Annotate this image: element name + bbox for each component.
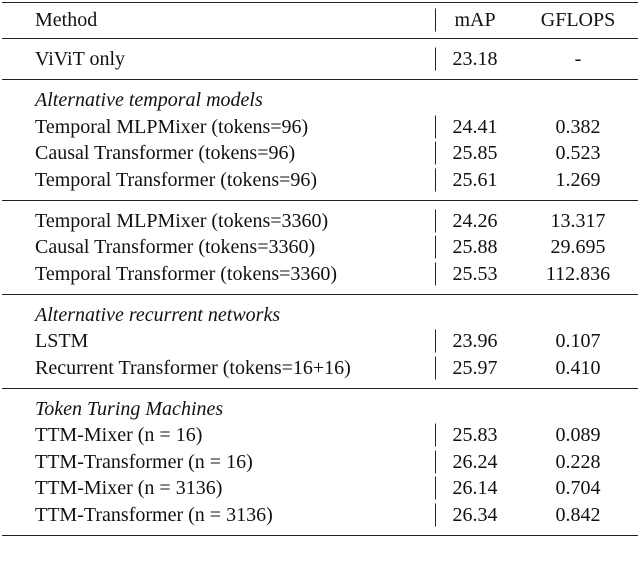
cell-map: 24.41 [452,115,498,138]
cell-method: ViViT only [35,48,126,70]
cell-map: 24.26 [452,209,498,232]
header-rule [2,38,638,40]
cell-map: 26.34 [452,503,498,526]
column-divider [435,503,437,526]
cell-method: Temporal Transformer (tokens=3360) [35,262,338,285]
cell-gflops: 0.523 [555,142,601,164]
column-divider [435,476,437,500]
cell-map: 25.61 [452,168,498,191]
section-title: Alternative recurrent networks [35,303,281,326]
section-rule [2,534,638,536]
cell-method: Recurrent Transformer (tokens=16+16) [35,356,351,379]
cell-method: TTM-Transformer (n = 3136) [35,503,273,526]
cell-method: TTM-Mixer (n = 16) [35,424,203,446]
column-divider [435,423,437,447]
cell-map: 25.97 [452,356,498,379]
cell-map: 23.18 [452,48,498,70]
cell-gflops: 0.089 [555,424,601,446]
cell-method: Causal Transformer (tokens=96) [35,142,296,164]
cell-gflops: 29.695 [550,236,606,258]
cell-map: 25.83 [452,424,498,446]
cell-gflops: 13.317 [550,209,606,232]
cell-method: Temporal Transformer (tokens=96) [35,168,318,191]
cell-gflops: - [574,48,582,70]
cell-map: 25.85 [452,142,498,164]
column-divider [435,115,437,138]
header-map: mAP [454,9,496,31]
header-gflops: GFLOPS [540,9,616,31]
cell-gflops: 112.836 [545,262,611,285]
cell-gflops: 0.842 [555,503,601,526]
column-divider [435,8,437,32]
column-divider [435,450,437,473]
section-rule [2,199,638,201]
cell-gflops: 0.704 [555,477,601,499]
column-divider [435,47,437,71]
section-title: Alternative temporal models [35,89,263,111]
section-rule [2,293,638,295]
cell-gflops: 0.410 [555,356,601,379]
cell-method: TTM-Mixer (n = 3136) [35,477,223,499]
cell-map: 25.88 [452,236,498,258]
cell-map: 23.96 [452,330,498,352]
cell-gflops: 0.107 [555,330,601,352]
cell-method: LSTM [35,330,89,352]
cell-map: 26.24 [452,450,498,473]
cell-gflops: 0.382 [555,115,601,138]
header-method: Method [35,9,98,31]
column-divider [435,262,437,285]
cell-method: Causal Transformer (tokens=3360) [35,236,316,258]
section-rule [2,79,638,81]
top-rule [2,2,638,4]
cell-gflops: 1.269 [555,168,601,191]
cell-map: 25.53 [452,262,498,285]
column-divider [435,168,437,191]
column-divider [435,235,437,259]
cell-map: 26.14 [452,477,498,499]
column-divider [435,209,437,232]
column-divider [435,356,437,379]
section-title: Token Turing Machines [35,397,224,420]
column-divider [435,329,437,353]
cell-method: Temporal MLPMixer (tokens=96) [35,115,309,138]
cell-gflops: 0.228 [555,450,601,473]
column-divider [435,141,437,165]
cell-method: TTM-Transformer (n = 16) [35,450,253,473]
cell-method: Temporal MLPMixer (tokens=3360) [35,209,329,232]
section-rule [2,387,638,389]
